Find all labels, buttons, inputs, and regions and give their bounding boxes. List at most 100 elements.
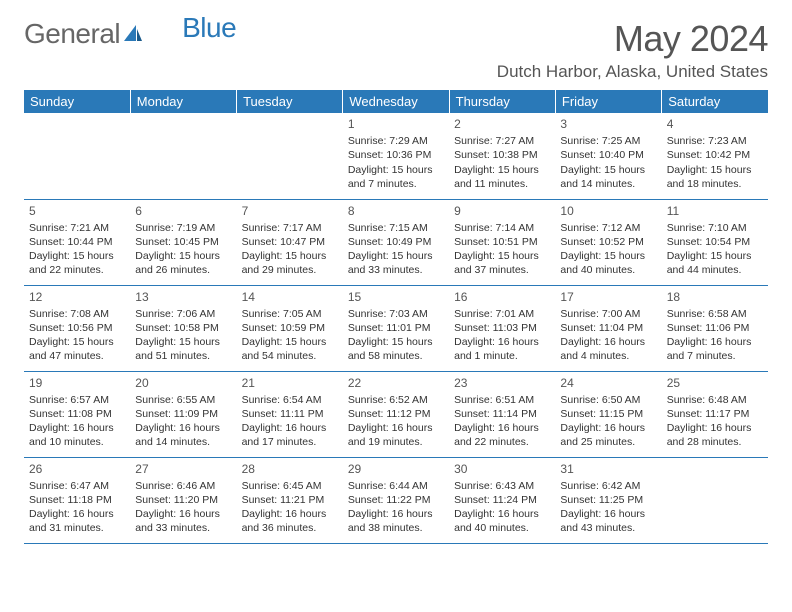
cell-sunset: Sunset: 10:49 PM — [348, 235, 444, 249]
day-number: 24 — [560, 375, 656, 391]
day-number: 18 — [667, 289, 763, 305]
cell-day2: and 1 minute. — [454, 349, 550, 363]
cell-day2: and 11 minutes. — [454, 177, 550, 191]
cell-sunset: Sunset: 11:04 PM — [560, 321, 656, 335]
weekday-header: Thursday — [449, 90, 555, 113]
calendar-day-cell: 18Sunrise: 6:58 AMSunset: 11:06 PMDaylig… — [662, 285, 768, 371]
cell-sunrise: Sunrise: 7:03 AM — [348, 307, 444, 321]
cell-day1: Daylight: 15 hours — [348, 163, 444, 177]
cell-day1: Daylight: 16 hours — [560, 335, 656, 349]
cell-day2: and 26 minutes. — [135, 263, 231, 277]
weekday-header-row: SundayMondayTuesdayWednesdayThursdayFrid… — [24, 90, 768, 113]
weekday-header: Saturday — [662, 90, 768, 113]
cell-day2: and 29 minutes. — [242, 263, 338, 277]
cell-sunset: Sunset: 11:21 PM — [242, 493, 338, 507]
day-number: 9 — [454, 203, 550, 219]
calendar-day-cell — [130, 113, 236, 199]
calendar-day-cell: 28Sunrise: 6:45 AMSunset: 11:21 PMDaylig… — [237, 457, 343, 543]
cell-day2: and 43 minutes. — [560, 521, 656, 535]
day-number: 29 — [348, 461, 444, 477]
cell-sunset: Sunset: 11:08 PM — [29, 407, 125, 421]
cell-sunrise: Sunrise: 7:06 AM — [135, 307, 231, 321]
cell-day1: Daylight: 15 hours — [29, 335, 125, 349]
calendar-day-cell: 6Sunrise: 7:19 AMSunset: 10:45 PMDayligh… — [130, 199, 236, 285]
calendar-day-cell: 2Sunrise: 7:27 AMSunset: 10:38 PMDayligh… — [449, 113, 555, 199]
cell-day1: Daylight: 16 hours — [29, 421, 125, 435]
cell-sunset: Sunset: 11:22 PM — [348, 493, 444, 507]
calendar-day-cell: 27Sunrise: 6:46 AMSunset: 11:20 PMDaylig… — [130, 457, 236, 543]
cell-day2: and 17 minutes. — [242, 435, 338, 449]
calendar-day-cell: 1Sunrise: 7:29 AMSunset: 10:36 PMDayligh… — [343, 113, 449, 199]
day-number: 21 — [242, 375, 338, 391]
cell-sunrise: Sunrise: 7:12 AM — [560, 221, 656, 235]
cell-sunrise: Sunrise: 7:05 AM — [242, 307, 338, 321]
calendar-day-cell: 26Sunrise: 6:47 AMSunset: 11:18 PMDaylig… — [24, 457, 130, 543]
logo-text-general: General — [24, 18, 120, 50]
calendar-day-cell: 15Sunrise: 7:03 AMSunset: 11:01 PMDaylig… — [343, 285, 449, 371]
cell-sunset: Sunset: 10:44 PM — [29, 235, 125, 249]
cell-sunrise: Sunrise: 7:15 AM — [348, 221, 444, 235]
day-number: 10 — [560, 203, 656, 219]
cell-sunset: Sunset: 11:20 PM — [135, 493, 231, 507]
calendar-body: 1Sunrise: 7:29 AMSunset: 10:36 PMDayligh… — [24, 113, 768, 543]
cell-day2: and 25 minutes. — [560, 435, 656, 449]
calendar-table: SundayMondayTuesdayWednesdayThursdayFrid… — [24, 90, 768, 544]
day-number: 28 — [242, 461, 338, 477]
cell-sunrise: Sunrise: 7:27 AM — [454, 134, 550, 148]
cell-day1: Daylight: 15 hours — [667, 249, 763, 263]
cell-sunset: Sunset: 10:58 PM — [135, 321, 231, 335]
day-number: 3 — [560, 116, 656, 132]
calendar-day-cell: 4Sunrise: 7:23 AMSunset: 10:42 PMDayligh… — [662, 113, 768, 199]
day-number: 26 — [29, 461, 125, 477]
day-number: 20 — [135, 375, 231, 391]
cell-day1: Daylight: 16 hours — [135, 507, 231, 521]
day-number: 25 — [667, 375, 763, 391]
cell-sunset: Sunset: 10:47 PM — [242, 235, 338, 249]
title-block: May 2024 Dutch Harbor, Alaska, United St… — [497, 18, 768, 82]
calendar-week-row: 5Sunrise: 7:21 AMSunset: 10:44 PMDayligh… — [24, 199, 768, 285]
cell-day1: Daylight: 16 hours — [667, 335, 763, 349]
cell-sunset: Sunset: 10:51 PM — [454, 235, 550, 249]
cell-day2: and 33 minutes. — [135, 521, 231, 535]
cell-sunrise: Sunrise: 6:54 AM — [242, 393, 338, 407]
day-number: 22 — [348, 375, 444, 391]
month-title: May 2024 — [497, 18, 768, 60]
calendar-day-cell: 17Sunrise: 7:00 AMSunset: 11:04 PMDaylig… — [555, 285, 661, 371]
day-number: 23 — [454, 375, 550, 391]
day-number: 5 — [29, 203, 125, 219]
calendar-day-cell: 11Sunrise: 7:10 AMSunset: 10:54 PMDaylig… — [662, 199, 768, 285]
weekday-header: Wednesday — [343, 90, 449, 113]
day-number: 31 — [560, 461, 656, 477]
calendar-day-cell: 29Sunrise: 6:44 AMSunset: 11:22 PMDaylig… — [343, 457, 449, 543]
logo: General Blue — [24, 18, 236, 50]
cell-sunrise: Sunrise: 6:48 AM — [667, 393, 763, 407]
cell-day1: Daylight: 16 hours — [135, 421, 231, 435]
cell-sunset: Sunset: 10:36 PM — [348, 148, 444, 162]
cell-day2: and 14 minutes. — [560, 177, 656, 191]
cell-day2: and 22 minutes. — [29, 263, 125, 277]
day-number: 12 — [29, 289, 125, 305]
cell-sunrise: Sunrise: 7:08 AM — [29, 307, 125, 321]
weekday-header: Friday — [555, 90, 661, 113]
day-number: 6 — [135, 203, 231, 219]
cell-day2: and 10 minutes. — [29, 435, 125, 449]
calendar-day-cell: 3Sunrise: 7:25 AMSunset: 10:40 PMDayligh… — [555, 113, 661, 199]
day-number: 13 — [135, 289, 231, 305]
cell-sunrise: Sunrise: 7:00 AM — [560, 307, 656, 321]
calendar-day-cell: 10Sunrise: 7:12 AMSunset: 10:52 PMDaylig… — [555, 199, 661, 285]
cell-sunset: Sunset: 11:25 PM — [560, 493, 656, 507]
calendar-day-cell — [24, 113, 130, 199]
cell-sunset: Sunset: 10:52 PM — [560, 235, 656, 249]
cell-day1: Daylight: 15 hours — [29, 249, 125, 263]
cell-day1: Daylight: 16 hours — [348, 421, 444, 435]
calendar-day-cell: 24Sunrise: 6:50 AMSunset: 11:15 PMDaylig… — [555, 371, 661, 457]
cell-day2: and 19 minutes. — [348, 435, 444, 449]
calendar-day-cell — [237, 113, 343, 199]
day-number: 27 — [135, 461, 231, 477]
cell-day1: Daylight: 16 hours — [29, 507, 125, 521]
cell-sunrise: Sunrise: 7:21 AM — [29, 221, 125, 235]
logo-text-blue: Blue — [182, 12, 236, 44]
day-number: 4 — [667, 116, 763, 132]
cell-sunrise: Sunrise: 6:51 AM — [454, 393, 550, 407]
cell-day2: and 51 minutes. — [135, 349, 231, 363]
